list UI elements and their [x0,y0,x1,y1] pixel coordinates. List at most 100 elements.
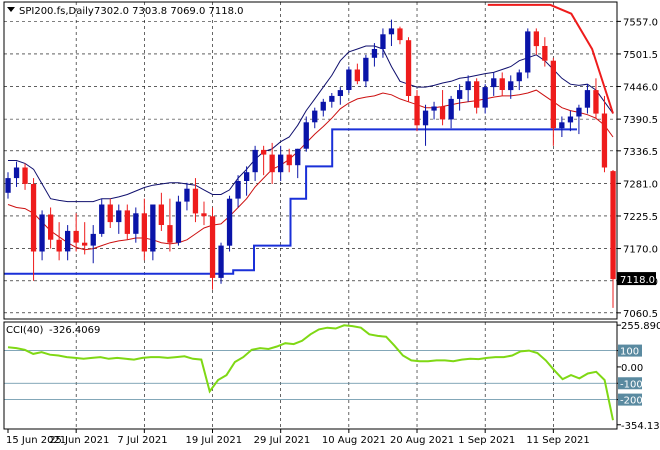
grid-lines [4,2,617,429]
cci-tick-label: -200 [620,396,643,407]
candle-body [133,213,139,234]
candle-body [474,81,480,108]
candle-body [286,154,292,166]
candle-body [175,201,182,243]
candle-body [13,167,20,179]
price-tick-label: 7336.5 [623,147,658,158]
candle-body [22,167,28,184]
candle-body [5,178,11,193]
candle-body [405,40,412,96]
candle-body [550,60,556,129]
candle-body [209,216,216,278]
candle-body [269,154,275,173]
dropdown-triangle-icon[interactable] [7,7,15,12]
candle-body [439,106,446,120]
candle-body [56,239,62,252]
cci-tick-label: -354.135 [621,421,660,432]
cci-tick-label: -100 [620,379,643,390]
cci-title: CCI(40) [6,325,44,336]
candle-body [124,210,130,234]
candle-body [508,81,514,91]
price-tick-label: 7501.5 [623,50,658,61]
stop-line-long [4,128,577,275]
candle-body [388,28,395,35]
price-tick-label: 7446.0 [623,83,658,94]
price-tick-label: 7225.5 [623,212,658,223]
date-tick-label: 7 Jul 2021 [117,435,167,446]
price-axis: 7557.0 7501.5 7446.0 7390.5 7336.5 7281.0 7225… [617,17,660,432]
candle-body [90,233,96,246]
candle-body [278,154,284,173]
cci-tick-label: 255.8902 [621,321,660,332]
candle-body [244,172,250,181]
candle-body [371,49,378,58]
candle-body [218,245,224,278]
candle-body [584,90,591,108]
upper-band-line [8,45,614,203]
candle-body [542,46,548,61]
candle-body [448,98,454,120]
candle-body [363,57,369,82]
current-price-label: 7118.0 [620,275,655,286]
cci-line [7,324,614,421]
candle-body [320,101,326,111]
candle-body [533,31,539,47]
candle-body [48,214,54,240]
candle-body [167,225,173,243]
date-tick-label: 20 Aug 2021 [390,435,454,446]
candle-body [457,90,463,99]
candle-body [39,214,45,252]
date-tick-label: 10 Aug 2021 [322,435,386,446]
candles-group [5,19,616,308]
price-tick-label: 7170.0 [623,245,658,256]
candle-body [303,122,309,149]
candle-body [107,204,113,223]
candle-body [73,230,79,243]
candle-body [491,78,497,88]
cci-panel [7,324,614,421]
cci-header: CCI(40) -326.4069 [6,325,100,336]
candle-body [346,69,352,90]
price-panel-frame [3,1,618,320]
candle-body [380,34,386,49]
candle-body [30,184,37,252]
date-tick-label: 19 Jul 2021 [186,435,243,446]
cci-panel-frame [3,321,618,430]
cci-level-box [618,344,642,357]
candle-body [150,204,156,252]
price-tick-label: 7390.5 [623,115,658,126]
date-tick-label: 29 Jul 2021 [254,435,311,446]
candle-body [329,95,335,102]
candle-body [82,242,88,246]
lower-band-line [7,89,614,251]
candle-body [465,81,471,91]
date-tick-label: 1 Sep 2021 [458,435,515,446]
date-tick-label: 25 Jun 2021 [49,435,109,446]
candle-body [65,230,71,252]
candle-body [559,122,565,129]
cci-level-box [618,393,642,406]
candle-body [337,90,343,96]
candle-body [610,171,616,280]
candle-body [567,116,574,123]
envelope-bands [4,3,614,275]
candle-body [576,107,582,117]
candle-body [235,181,241,199]
candle-body [482,87,488,108]
candle-body [431,106,437,111]
current-price-box [617,272,656,286]
panel-frames [3,1,618,430]
candle-body [201,213,207,217]
stop-line-short [487,3,614,114]
price-tick-label: 7557.0 [623,17,658,28]
cci-value: -326.4069 [49,325,100,336]
candle-body [184,188,190,202]
candle-body [295,148,301,166]
cci-tick-label: 100 [620,347,639,358]
candle-body [252,149,258,173]
candle-body [312,110,318,123]
candle-body [158,204,164,225]
